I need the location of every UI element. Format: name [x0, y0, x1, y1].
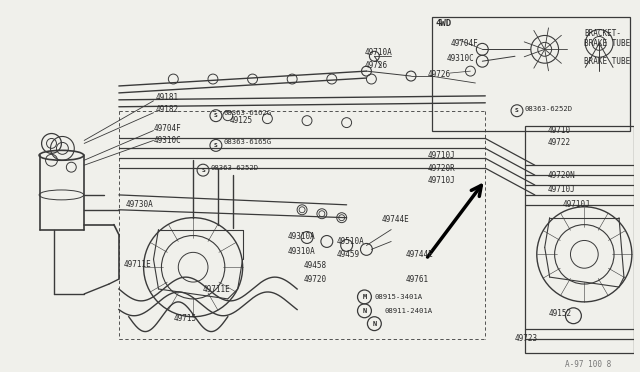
Text: BRACKET-: BRACKET-	[584, 29, 621, 38]
Text: 49715: 49715	[173, 314, 196, 323]
Text: 49704F: 49704F	[451, 39, 478, 48]
Text: 08911-2401A: 08911-2401A	[384, 308, 433, 314]
Text: 49744E: 49744E	[381, 215, 409, 224]
Text: 49726: 49726	[428, 70, 451, 78]
Text: S: S	[214, 113, 218, 118]
Text: 49310C: 49310C	[154, 136, 181, 145]
Bar	[432, 17, 630, 131]
Text: 49710J: 49710J	[548, 186, 575, 195]
Text: 49710A: 49710A	[364, 48, 392, 57]
Text: 49720N: 49720N	[548, 171, 575, 180]
Text: 08363-6162G: 08363-6162G	[224, 110, 272, 116]
Text: 49310A: 49310A	[287, 247, 315, 256]
Bar	[525, 126, 634, 353]
Text: 49710J: 49710J	[428, 151, 456, 160]
Text: 49310C: 49310C	[447, 54, 474, 63]
Text: 49720R: 49720R	[428, 164, 456, 173]
Text: S: S	[201, 168, 205, 173]
Text: 49711E: 49711E	[203, 285, 231, 294]
Text: 49710: 49710	[548, 126, 571, 135]
Text: 08915-3401A: 08915-3401A	[374, 294, 422, 300]
Text: 49711E: 49711E	[124, 260, 152, 269]
Text: S: S	[515, 108, 519, 113]
Text: 08363-6252D: 08363-6252D	[211, 165, 259, 171]
Text: 4WD: 4WD	[436, 19, 452, 28]
Text: 49704F: 49704F	[154, 124, 181, 133]
Text: 49710J: 49710J	[428, 176, 456, 185]
Text: BRAKE TUBE: BRAKE TUBE	[584, 57, 630, 66]
Text: A-97 100 8: A-97 100 8	[564, 360, 611, 369]
Text: 49723: 49723	[515, 334, 538, 343]
Text: 49710J: 49710J	[563, 200, 590, 209]
Text: 49152: 49152	[548, 309, 572, 318]
Text: S: S	[214, 143, 218, 148]
Text: 49458: 49458	[304, 261, 327, 270]
Text: 49730A: 49730A	[126, 200, 154, 209]
Text: 49722: 49722	[548, 138, 571, 147]
Text: 49720: 49720	[304, 275, 327, 283]
Text: 49125: 49125	[230, 116, 253, 125]
Text: 08363-6252D: 08363-6252D	[525, 106, 573, 112]
Text: BRAKE TUBE: BRAKE TUBE	[584, 39, 630, 48]
Text: 49181: 49181	[156, 93, 179, 102]
Text: 49459: 49459	[337, 250, 360, 259]
Text: M: M	[362, 294, 367, 300]
Text: N: N	[362, 308, 367, 314]
Text: 49510A: 49510A	[337, 237, 365, 246]
Text: 08363-6165G: 08363-6165G	[224, 140, 272, 145]
Text: 49726: 49726	[364, 61, 388, 70]
Text: 49310A: 49310A	[287, 232, 315, 241]
Text: 49761: 49761	[406, 275, 429, 283]
Text: 49182: 49182	[156, 105, 179, 114]
Text: N: N	[372, 321, 376, 327]
Text: 49744E: 49744E	[406, 250, 434, 259]
